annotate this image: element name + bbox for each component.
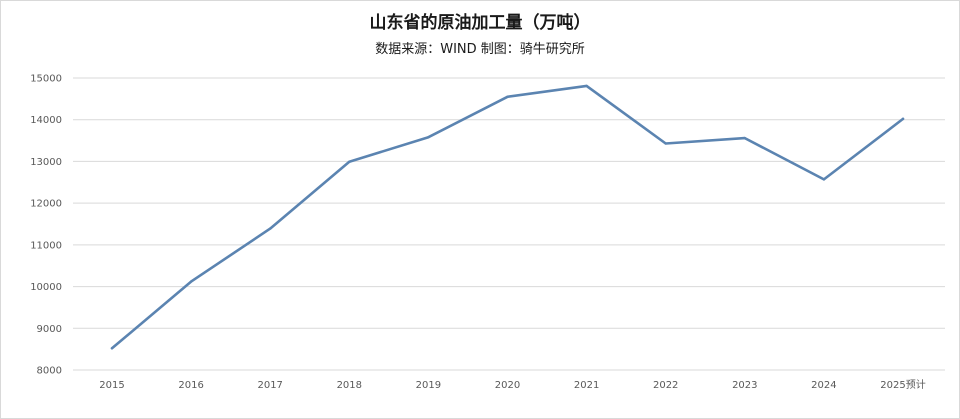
x-tick-label: 2025预计 [880,378,925,391]
data-point [585,84,588,88]
x-axis: 2015 2016 2017 2018 2019 2020 2021 2022 2023 2024… [99,378,925,391]
data-point [110,347,114,350]
x-tick-label: 2021 [574,380,599,391]
x-tick-label: 2017 [257,380,282,391]
x-tick-label: 2024 [811,380,836,391]
data-point [743,136,746,140]
y-tick-label: 12000 [30,199,62,210]
x-tick-label: 2023 [732,380,757,391]
series-line [110,84,905,350]
y-tick-label: 13000 [30,157,62,168]
y-tick-label: 8000 [37,366,62,377]
y-tick-label: 9000 [37,324,62,335]
gridlines [73,77,945,371]
y-tick-label: 14000 [30,115,62,126]
chart-subtitle: 数据来源：WIND 制图：骑牛研究所 [375,42,585,57]
y-tick-label: 15000 [30,74,62,85]
data-point [822,178,826,181]
x-tick-label: 2018 [337,380,362,391]
data-point [189,280,193,283]
x-tick-label: 2016 [178,380,203,391]
y-axis: 15000 14000 13000 12000 11000 10000 9000 8000 [30,74,62,377]
data-point [427,136,430,139]
x-tick-label: 2022 [653,380,678,391]
x-tick-label: 2019 [416,380,441,391]
data-point [348,160,351,164]
data-point [901,117,905,121]
data-point [664,142,667,145]
data-point [506,95,509,98]
y-tick-label: 10000 [30,282,62,293]
y-tick-label: 11000 [30,240,62,251]
x-tick-label: 2015 [99,380,124,391]
data-point [269,227,272,230]
chart-title: 山东省的原油加工量（万吨） [369,13,591,33]
x-tick-label: 2020 [495,380,520,391]
series-layer [110,84,905,350]
